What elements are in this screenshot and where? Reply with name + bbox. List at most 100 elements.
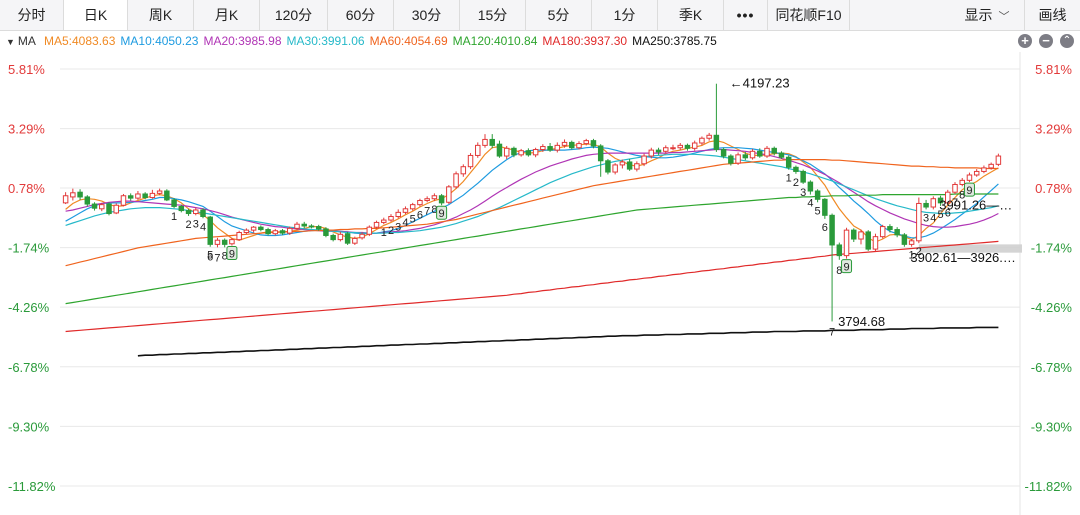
candle-body xyxy=(836,244,843,257)
price-annotation: ←4197.23 xyxy=(730,76,790,91)
candle-body xyxy=(814,190,821,200)
tab-6[interactable]: 30分 xyxy=(394,0,460,30)
td-sequence-label: 4 xyxy=(930,212,936,224)
candle-body xyxy=(156,190,163,194)
td-sequence-label: 4 xyxy=(402,217,408,229)
candle-body xyxy=(287,227,293,234)
td-sequence-label: 6 xyxy=(417,209,423,221)
candle-body xyxy=(525,150,532,156)
tab-4[interactable]: 120分 xyxy=(260,0,328,30)
candle-body xyxy=(634,163,640,170)
y-axis-label-right: -4.26% xyxy=(1031,300,1073,315)
td-sequence-label: 8 xyxy=(959,189,965,201)
candle-body xyxy=(554,144,561,151)
td-sequence-label: 3 xyxy=(395,221,401,233)
td-sequence-label: 1 xyxy=(171,211,177,223)
price-annotation: 3902.61—3926.… xyxy=(910,250,1016,265)
td-sequence-label: 2 xyxy=(185,219,191,231)
tab-8[interactable]: 5分 xyxy=(526,0,592,30)
tab-11[interactable]: ••• xyxy=(724,0,768,30)
candle-body xyxy=(663,147,669,152)
candle-body xyxy=(908,240,915,245)
chevron-up-circle-icon[interactable]: ⌃ xyxy=(1060,34,1074,48)
tab-5[interactable]: 60分 xyxy=(328,0,394,30)
candle-body xyxy=(959,179,965,185)
td-label-box xyxy=(436,205,448,220)
candle-body xyxy=(475,144,481,156)
draw-line-button[interactable]: 画线 xyxy=(1024,0,1080,30)
candle-body xyxy=(496,143,503,157)
td-sequence-label: 9 xyxy=(843,262,849,274)
td-sequence-label: 9 xyxy=(966,185,972,197)
tab-1[interactable]: 日K xyxy=(64,0,128,30)
candle-body xyxy=(793,166,799,172)
td-sequence-label: 5 xyxy=(815,205,821,217)
candle-body xyxy=(511,147,517,156)
candle-body xyxy=(330,234,336,241)
period-tab-bar: 分时 日K 周K 月K 120分 60分 30分 15分 5分 1分 季K ••• 同花顺F10 显示 ﹀ 画… xyxy=(0,0,1080,31)
candle-body xyxy=(532,149,539,156)
candle-body xyxy=(720,149,727,157)
candle-body xyxy=(337,233,344,241)
candle-body xyxy=(127,195,134,199)
td-sequence-label: 7 xyxy=(424,205,430,217)
candle-body xyxy=(569,141,575,149)
candle-body xyxy=(822,198,828,216)
candle-body xyxy=(655,149,662,153)
candle-body xyxy=(858,231,864,240)
td-label-box xyxy=(963,182,975,197)
candle-body xyxy=(561,141,568,146)
candle-body xyxy=(417,199,423,206)
y-axis-label-left: -6.78% xyxy=(8,360,50,375)
candle-body xyxy=(106,203,112,215)
tab-7[interactable]: 15分 xyxy=(460,0,526,30)
candle-body xyxy=(785,156,792,168)
tab-2[interactable]: 周K xyxy=(128,0,194,30)
candle-body xyxy=(894,229,900,236)
y-axis-label-left: 5.81% xyxy=(8,62,45,77)
candle-body xyxy=(807,181,814,192)
candle-body xyxy=(706,134,712,139)
candle-body xyxy=(612,164,618,173)
ma-legend-item: MA30:3991.06 xyxy=(286,34,365,48)
td-sequence-label: 1 xyxy=(381,227,387,239)
y-axis-label-left: -9.30% xyxy=(8,419,50,434)
candle-body xyxy=(84,196,91,205)
ma-legend-item: MA60:4054.69 xyxy=(369,34,448,48)
minus-circle-icon[interactable]: − xyxy=(1039,34,1053,48)
ma-legend-item: MA5:4083.63 xyxy=(44,34,116,48)
candle-body xyxy=(453,173,459,188)
tab-3[interactable]: 月K xyxy=(194,0,260,30)
candle-body xyxy=(829,214,835,246)
candle-body xyxy=(503,147,510,157)
td-sequence-label: 9 xyxy=(439,208,445,220)
candle-body xyxy=(344,233,351,244)
triangle-down-icon: ▼ xyxy=(6,37,15,47)
ma-legend-item: MA120:4010.84 xyxy=(452,34,538,48)
candle-body xyxy=(684,144,691,149)
candle-body xyxy=(424,198,430,201)
plus-circle-icon[interactable]: + xyxy=(1018,34,1032,48)
y-axis-label-right: -1.74% xyxy=(1031,241,1073,256)
tab-0[interactable]: 分时 xyxy=(0,0,64,30)
candlestick-chart[interactable]: 5.81% 5.81% 3.29% 3.29% 0.78% 0.78% -1.74% -1.7… xyxy=(0,52,1080,515)
tab-12[interactable]: 同花顺F10 xyxy=(768,0,850,30)
y-axis-label-left: 3.29% xyxy=(8,122,45,137)
candle-body xyxy=(757,150,763,157)
ma-legend-item: MA180:3937.30 xyxy=(542,34,628,48)
display-menu-button[interactable]: 显示 ﹀ xyxy=(950,0,1024,30)
ma-line-ma10 xyxy=(65,146,999,239)
candle-body xyxy=(966,174,973,181)
candle-body xyxy=(446,186,452,203)
tab-10[interactable]: 季K xyxy=(658,0,724,30)
y-axis-label-left: -11.82% xyxy=(8,479,56,494)
candle-body xyxy=(670,147,676,150)
y-axis-label-right: -6.78% xyxy=(1031,360,1073,375)
ma-toggle[interactable]: ▼ MA xyxy=(6,34,36,48)
chevron-down-icon: ﹀ xyxy=(998,11,1010,23)
tab-9[interactable]: 1分 xyxy=(592,0,658,30)
candle-body xyxy=(395,211,401,218)
y-axis-label-left: 0.78% xyxy=(8,181,45,196)
ma-legend-item: MA20:3985.98 xyxy=(203,34,282,48)
td-sequence-label: 1 xyxy=(786,173,792,185)
